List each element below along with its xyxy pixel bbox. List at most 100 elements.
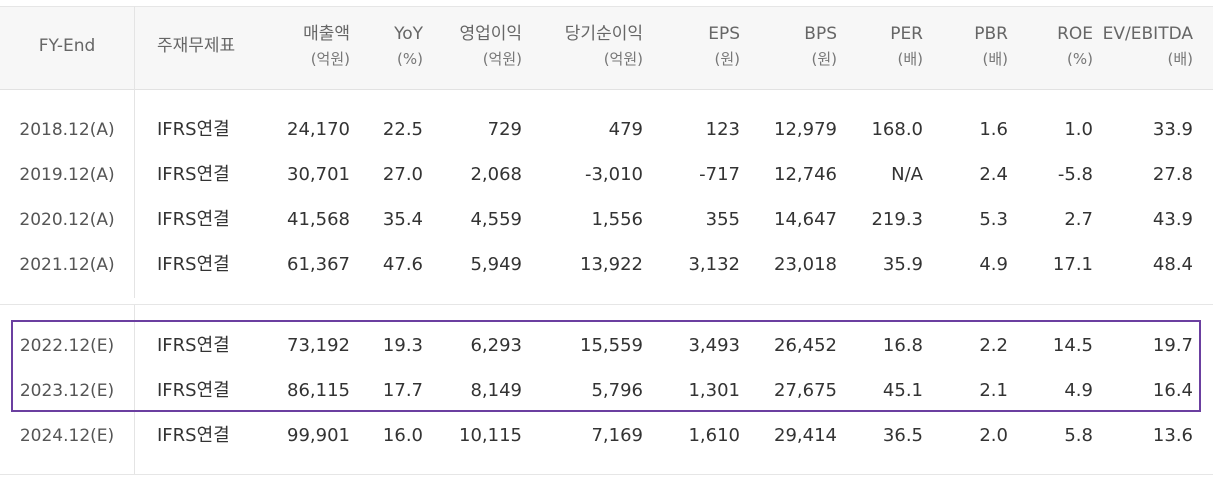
bps-cell: 23,018 (774, 254, 837, 275)
sales-cell: 86,115 (287, 380, 350, 401)
header-label: EV/EBITDA (1102, 24, 1193, 44)
header-ev-ebitda: EV/EBITDA (배) (1093, 22, 1193, 72)
operating-profit-cell: 6,293 (470, 335, 522, 356)
table-row: 2024.12(E) IFRS연결 99,901 16.0 10,115 7,169 1,6… (0, 414, 1213, 458)
operating-profit-cell: 4,559 (470, 209, 522, 230)
sales-cell: 30,701 (287, 164, 350, 185)
ev-ebitda-cell: 13.6 (1152, 425, 1193, 446)
pbr-cell: 2.4 (979, 164, 1008, 185)
pbr-cell: 2.1 (979, 380, 1008, 401)
column-divider (134, 6, 135, 474)
ev-ebitda-cell: 27.8 (1152, 164, 1193, 185)
sales-cell: 41,568 (287, 209, 350, 230)
header-label: YoY (394, 24, 423, 44)
ev-ebitda-cell: 33.9 (1152, 119, 1193, 140)
yoy-cell: 16.0 (382, 425, 423, 446)
eps-cell: 3,493 (688, 335, 740, 356)
header-label: PBR (974, 24, 1008, 44)
sales-cell: 24,170 (287, 119, 350, 140)
roe-cell: 14.5 (1052, 335, 1093, 356)
fy-end-cell: 2023.12(E) (19, 381, 115, 401)
statement-type-cell: IFRS연결 (157, 164, 230, 185)
yoy-cell: 19.3 (382, 335, 423, 356)
yoy-cell: 35.4 (382, 209, 423, 230)
header-roe: ROE (%) (1008, 22, 1093, 72)
header-unit: (원) (811, 50, 837, 68)
ev-ebitda-cell: 43.9 (1152, 209, 1193, 230)
section-divider (0, 304, 1213, 305)
eps-cell: 1,301 (688, 380, 740, 401)
header-unit: (억원) (482, 50, 522, 68)
header-operating-profit: 영업이익 (억원) (423, 22, 522, 72)
ev-ebitda-cell: 19.7 (1152, 335, 1193, 356)
bps-cell: 12,979 (774, 119, 837, 140)
sales-cell: 99,901 (287, 425, 350, 446)
roe-cell: 5.8 (1064, 425, 1093, 446)
net-income-cell: -3,010 (584, 164, 643, 185)
operating-profit-cell: 10,115 (459, 425, 522, 446)
header-net-income: 당기순이익 (억원) (522, 22, 643, 72)
pbr-cell: 2.0 (979, 425, 1008, 446)
table-row: 2019.12(A) IFRS연결 30,701 27.0 2,068 -3,010 -71… (0, 153, 1213, 197)
header-bps: BPS (원) (740, 22, 837, 72)
operating-profit-cell: 729 (487, 119, 522, 140)
sales-cell: 73,192 (287, 335, 350, 356)
header-unit: (%) (397, 50, 423, 68)
header-label: 영업이익 (459, 24, 522, 44)
yoy-cell: 47.6 (382, 254, 423, 275)
header-label: 주재무제표 (157, 36, 236, 56)
header-unit: (억원) (603, 50, 643, 68)
pbr-cell: 4.9 (979, 254, 1008, 275)
header-unit: (억원) (310, 50, 350, 68)
roe-cell: 2.7 (1064, 209, 1093, 230)
per-cell: 16.8 (882, 335, 923, 356)
per-cell: 168.0 (871, 119, 923, 140)
per-cell: 35.9 (882, 254, 923, 275)
fy-end-cell: 2020.12(A) (19, 210, 115, 230)
statement-type-cell: IFRS연결 (157, 335, 230, 356)
roe-cell: 17.1 (1052, 254, 1093, 275)
table-row: 2018.12(A) IFRS연결 24,170 22.5 729 479 123 12,97… (0, 108, 1213, 152)
roe-cell: 4.9 (1064, 380, 1093, 401)
net-income-cell: 479 (608, 119, 643, 140)
yoy-cell: 17.7 (382, 380, 423, 401)
operating-profit-cell: 2,068 (470, 164, 522, 185)
fy-end-cell: 2019.12(A) (19, 165, 115, 185)
eps-cell: 1,610 (688, 425, 740, 446)
net-income-cell: 1,556 (591, 209, 643, 230)
ev-ebitda-cell: 48.4 (1152, 254, 1193, 275)
header-label: 매출액 (303, 24, 350, 44)
header-statement-type: 주재무제표 (157, 34, 267, 59)
header-unit: (배) (982, 50, 1008, 68)
header-yoy: YoY (%) (350, 22, 423, 72)
table-row: 2021.12(A) IFRS연결 61,367 47.6 5,949 13,922 3,1… (0, 243, 1213, 287)
pbr-cell: 5.3 (979, 209, 1008, 230)
header-label: FY-End (38, 36, 96, 56)
header-label: PER (890, 24, 923, 44)
bps-cell: 26,452 (774, 335, 837, 356)
bps-cell: 14,647 (774, 209, 837, 230)
sales-cell: 61,367 (287, 254, 350, 275)
ev-ebitda-cell: 16.4 (1152, 380, 1193, 401)
net-income-cell: 15,559 (580, 335, 643, 356)
bps-cell: 29,414 (774, 425, 837, 446)
eps-cell: 3,132 (688, 254, 740, 275)
header-label: BPS (804, 24, 837, 44)
yoy-cell: 22.5 (382, 119, 423, 140)
eps-cell: 123 (705, 119, 740, 140)
roe-cell: 1.0 (1064, 119, 1093, 140)
net-income-cell: 13,922 (580, 254, 643, 275)
header-unit: (%) (1067, 50, 1093, 68)
pbr-cell: 1.6 (979, 119, 1008, 140)
header-eps: EPS (원) (643, 22, 740, 72)
net-income-cell: 7,169 (591, 425, 643, 446)
fy-end-cell: 2022.12(E) (19, 336, 115, 356)
statement-type-cell: IFRS연결 (157, 254, 230, 275)
operating-profit-cell: 8,149 (470, 380, 522, 401)
header-per: PER (배) (837, 22, 923, 72)
header-label: ROE (1057, 24, 1093, 44)
table-row: 2023.12(E) IFRS연결 86,115 17.7 8,149 5,796 1,30… (0, 369, 1213, 413)
header-unit: (배) (897, 50, 923, 68)
statement-type-cell: IFRS연결 (157, 425, 230, 446)
